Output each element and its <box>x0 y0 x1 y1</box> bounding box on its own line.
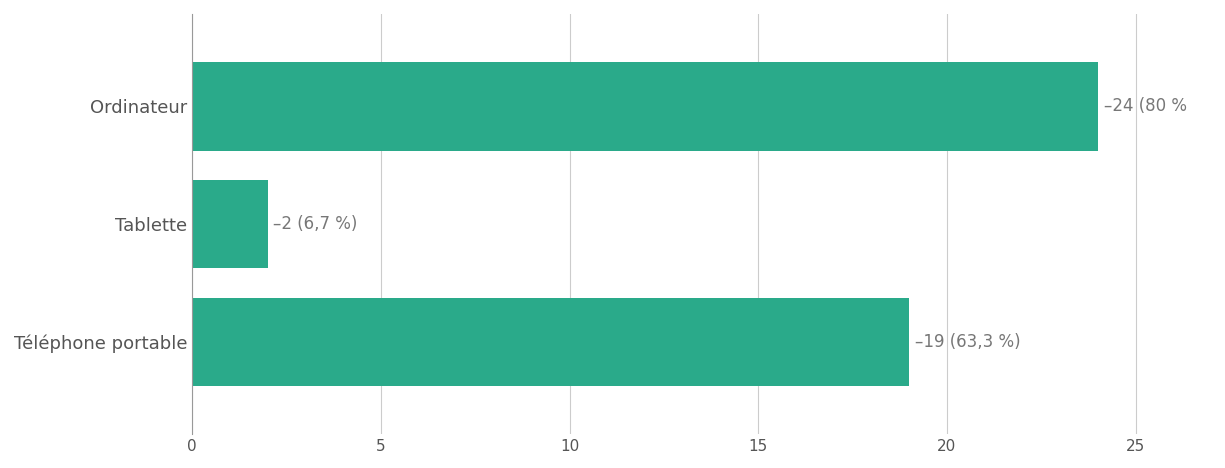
Bar <box>192 180 268 268</box>
Text: –2 (6,7 %): –2 (6,7 %) <box>273 215 358 233</box>
Text: –19 (63,3 %): –19 (63,3 %) <box>915 333 1020 351</box>
Text: –24 (80 %: –24 (80 % <box>1104 97 1187 116</box>
Bar <box>192 62 1098 151</box>
Bar <box>192 298 909 386</box>
